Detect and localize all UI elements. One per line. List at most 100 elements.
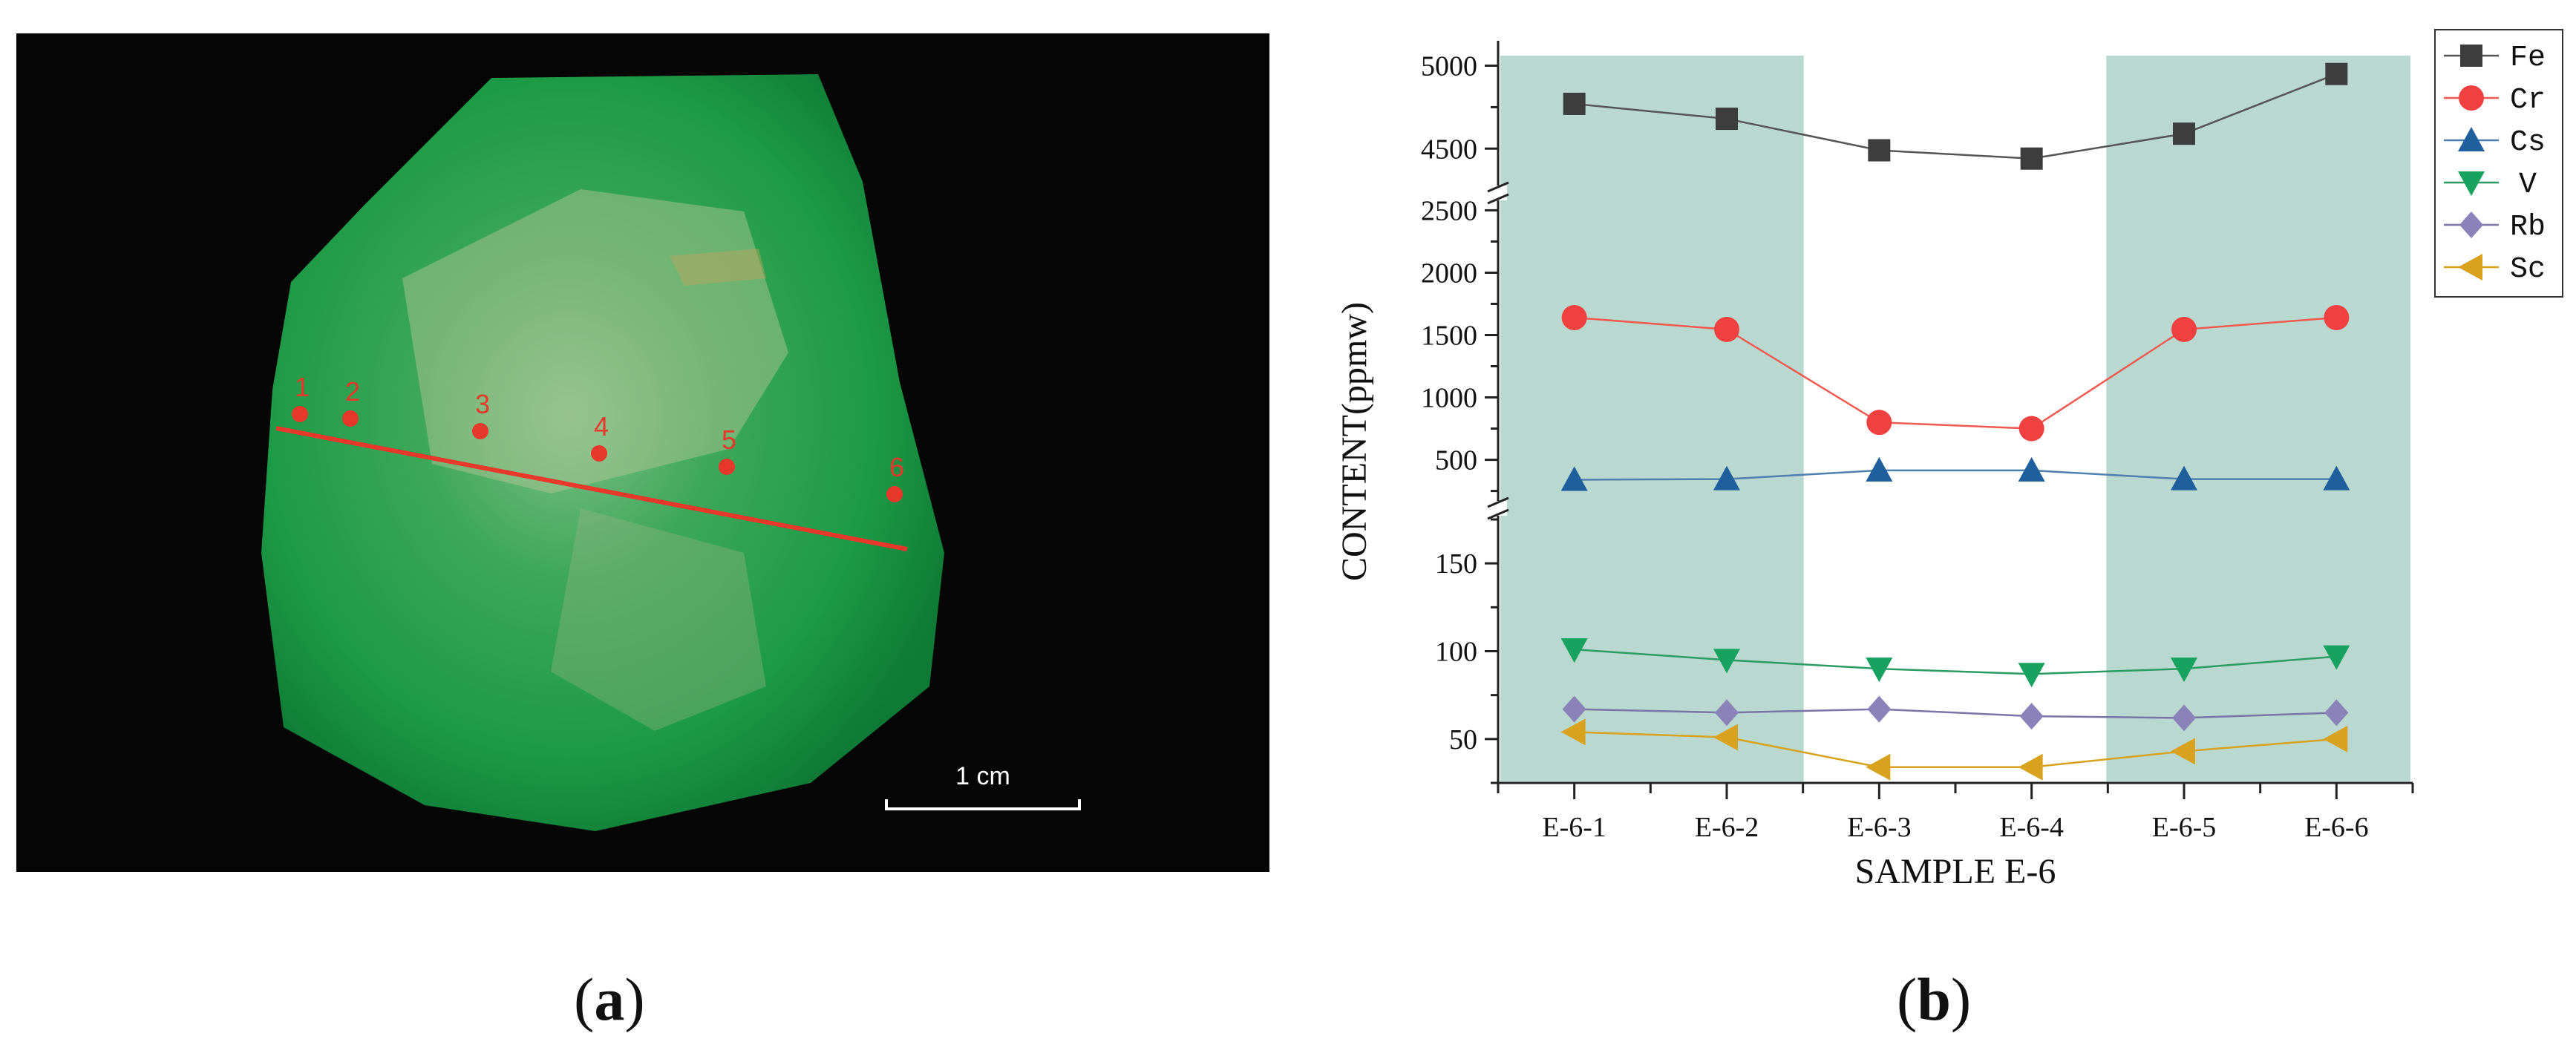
- data-point-rb: [1562, 695, 1586, 723]
- trace-element-chart-panel: 4500 5000 500 1000 1500 2000 2500 50 100 150 E-6-1…: [1307, 15, 2569, 905]
- axis-break-mark: [1487, 496, 1509, 508]
- y-tick-label: 4500: [1421, 134, 1477, 165]
- data-point-cs: [2323, 465, 2350, 491]
- data-point-cr: [2018, 416, 2044, 442]
- y-tick-label: 1500: [1421, 320, 1477, 351]
- crystal-inclusion: [670, 249, 766, 286]
- series-v: [1560, 638, 2350, 688]
- data-point-sc: [2171, 738, 2195, 765]
- y-axis-title: CONTENT(ppmw): [1335, 302, 1374, 581]
- data-point-sc: [1713, 724, 1738, 751]
- data-point-fe: [2325, 62, 2348, 85]
- trace-element-chart: 4500 5000 500 1000 1500 2000 2500 50 100 150 E-6-1…: [1335, 29, 2563, 891]
- legend-box: [2434, 29, 2563, 298]
- sample-points: 1 2 3 4 5 6: [292, 372, 904, 502]
- legend-label: Fe: [2510, 42, 2546, 75]
- series-line-cr: [1574, 316, 2337, 430]
- series-line-cs: [1574, 469, 2337, 481]
- data-point-v: [2323, 645, 2350, 670]
- series-rb: [1562, 695, 2349, 732]
- y-tick-label: 2500: [1421, 195, 1477, 226]
- sample-point-label: 1: [295, 372, 310, 402]
- sample-point-5: [719, 459, 735, 475]
- data-point-fe: [2173, 122, 2195, 145]
- data-point-cs: [1713, 465, 1740, 491]
- data-point-rb: [2324, 699, 2349, 727]
- axis-break-mark: [1487, 181, 1509, 193]
- series-sc: [1560, 718, 2348, 781]
- legend-label: Rb: [2510, 211, 2546, 244]
- sample-point-label: 2: [345, 376, 360, 407]
- data-point-v: [1713, 649, 1740, 674]
- y-tick-label: 1000: [1421, 383, 1477, 414]
- data-point-v: [2018, 663, 2045, 688]
- data-point-cr: [1561, 304, 1587, 330]
- sample-point-label: 5: [722, 424, 736, 455]
- sample-point-2: [342, 410, 359, 427]
- traverse-line: [275, 426, 908, 551]
- data-point-cr: [1714, 316, 1739, 342]
- legend-marker-cr: [2459, 85, 2484, 111]
- crystal-inclusion: [402, 189, 788, 493]
- data-point-rb: [2019, 703, 2044, 730]
- axis-break-mark: [1487, 193, 1509, 205]
- y-tick-label: 2000: [1421, 258, 1477, 289]
- data-point-fe: [1868, 139, 1891, 162]
- data-point-cs: [1560, 466, 1588, 491]
- legend-label: V: [2519, 168, 2537, 202]
- data-point-cr: [1866, 410, 1892, 436]
- data-point-fe: [1716, 108, 1738, 131]
- shaded-region: [1500, 56, 1804, 781]
- series-line-sc: [1574, 731, 2337, 768]
- series-line-fe: [1574, 73, 2337, 160]
- series-line-rb: [1574, 708, 2337, 719]
- data-point-rb: [2172, 704, 2196, 732]
- sample-point-3: [472, 423, 488, 439]
- scale-bar-label: 1 cm: [955, 762, 1010, 790]
- crystal-inclusion: [551, 508, 766, 731]
- data-point-v: [1866, 657, 1893, 683]
- y-tick-label: 150: [1435, 548, 1477, 580]
- legend-label: Cr: [2510, 84, 2546, 117]
- y-tick-label: 50: [1449, 724, 1477, 755]
- legend-marker-v: [2458, 171, 2485, 196]
- data-point-fe: [2020, 147, 2043, 170]
- data-point-cr: [2171, 316, 2197, 342]
- sample-point-label: 6: [889, 452, 904, 482]
- y-tick-label: 5000: [1421, 51, 1477, 82]
- data-point-cr: [2324, 304, 2350, 330]
- sample-point-1: [292, 406, 308, 422]
- legend-marker-cs: [2458, 127, 2485, 151]
- series-fe: [1563, 62, 2348, 170]
- x-tick-label: E-6-2: [1695, 812, 1759, 843]
- legend-label: Sc: [2510, 253, 2546, 286]
- legend-marker-fe: [2460, 45, 2482, 67]
- shaded-region: [2106, 56, 2410, 781]
- panel-label-a: (a): [574, 965, 645, 1033]
- data-point-v: [2171, 657, 2197, 683]
- series-cr: [1561, 304, 2350, 442]
- data-point-sc: [2323, 725, 2348, 752]
- data-point-cs: [1866, 456, 1893, 482]
- legend-marker-sc: [2458, 254, 2482, 281]
- sample-point-4: [591, 445, 607, 462]
- data-point-rb: [1715, 699, 1739, 727]
- data-point-cs: [2171, 465, 2197, 491]
- data-point-sc: [1560, 718, 1586, 746]
- data-point-fe: [1563, 92, 1586, 115]
- data-point-sc: [2018, 753, 2043, 781]
- legend-label: Cs: [2510, 126, 2546, 160]
- panel-label-b: (b): [1897, 965, 1972, 1033]
- emerald-photo: 1 2 3 4 5 6 1 cm: [16, 33, 1269, 872]
- sample-point-label: 3: [475, 389, 490, 419]
- legend-marker-rb: [2459, 211, 2483, 238]
- x-tick-label: E-6-4: [1999, 812, 2064, 843]
- data-point-cs: [2018, 456, 2045, 482]
- sample-point-6: [886, 486, 903, 502]
- sample-point-label: 4: [594, 411, 609, 442]
- data-point-sc: [1866, 753, 1891, 781]
- x-axis-title: SAMPLE E-6: [1855, 852, 2056, 891]
- series-line-v: [1574, 648, 2337, 675]
- x-tick-label: E-6-5: [2152, 812, 2217, 843]
- x-tick-label: E-6-6: [2304, 812, 2369, 843]
